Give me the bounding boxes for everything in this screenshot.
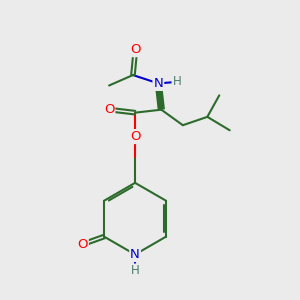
Text: O: O (104, 103, 114, 116)
Text: O: O (130, 43, 141, 56)
Text: H: H (131, 264, 140, 278)
Text: O: O (77, 238, 88, 250)
Text: H: H (172, 75, 181, 88)
Text: O: O (130, 130, 140, 143)
Text: N: N (130, 248, 140, 261)
Text: N: N (154, 77, 163, 90)
